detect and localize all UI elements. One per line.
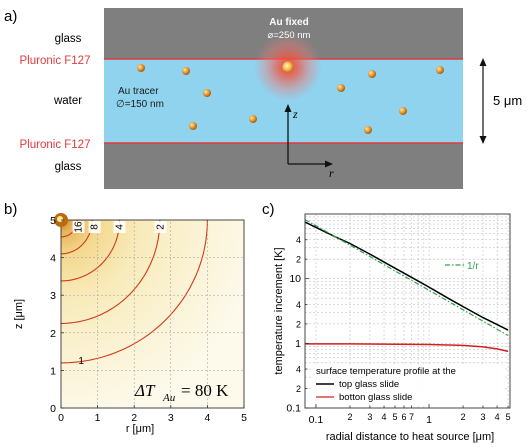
tracer-particle — [182, 67, 190, 75]
tracer-particle — [364, 126, 372, 134]
panel-c-xtick: 2 — [347, 412, 352, 422]
panel-c-xtick: 4 — [495, 412, 500, 422]
panel-c-xtick: 7 — [409, 412, 414, 422]
z-axis-label: z — [292, 107, 298, 121]
water-label: water — [53, 95, 82, 107]
panel-b-xtick: 0 — [58, 412, 64, 424]
panel-c-ytick: 2 — [296, 319, 301, 329]
contour-labels: 1 2 4 8 16 — [72, 221, 167, 367]
panel-c-xtick: 4 — [382, 412, 387, 422]
panel-b-xtick: 3 — [168, 412, 174, 424]
panel-b-ytick: 5 — [50, 215, 56, 227]
top-glass-label: glass — [55, 33, 82, 45]
panel-c-ytick: 4 — [296, 300, 301, 310]
panel-b-ytick: 0 — [50, 403, 56, 415]
tracer-label: Au tracer — [118, 86, 159, 97]
panel-b-ticks: 0 1 2 3 4 5 0 1 2 3 4 5 — [50, 215, 247, 424]
legend-box: surface temperature profile at the top g… — [312, 364, 504, 404]
panel-b-xtick: 4 — [204, 412, 210, 424]
bottom-pluronic-label: Pluronic F127 — [20, 139, 91, 151]
panel-c-xtick: 3 — [367, 412, 372, 422]
contour-level-1 — [61, 220, 208, 364]
panel-b-label: b) — [4, 201, 17, 218]
panel-b-ytick: 3 — [50, 290, 56, 302]
tracer-particle — [137, 64, 145, 72]
panel-c-ytick: 1 — [295, 338, 301, 350]
delta-t-value: = 80 K — [181, 381, 229, 400]
tracer-size-label: ∅=150 nm — [116, 99, 164, 110]
panel-c-xtick: 5 — [392, 412, 397, 422]
panel-b: b) 1 2 4 8 16 0 1 2 3 4 5 0 1 2 3 4 5 r [μm] z [μm] ΔT … — [4, 201, 247, 435]
legend-1-over-r: 1/r — [445, 261, 479, 272]
panel-b-xlabel: r [μm] — [126, 423, 154, 435]
panel-c-xtick: 6 — [401, 412, 406, 422]
panel-c-series — [305, 219, 509, 353]
bottom-glass-layer — [104, 143, 463, 189]
contour-label-8: 8 — [90, 224, 101, 230]
contour-label-16: 16 — [74, 221, 85, 233]
panel-b-frame — [60, 219, 245, 409]
panel-c-frame — [304, 213, 511, 409]
tracer-particle — [368, 70, 376, 78]
au-fixed-size-label: ⌀=250 nm — [268, 30, 311, 41]
au-fixed-particle — [282, 61, 294, 73]
panel-c-label: c) — [262, 201, 275, 218]
tracer-particle — [436, 66, 444, 74]
tracer-particle — [203, 89, 211, 97]
contour-label-1: 1 — [78, 356, 84, 367]
panel-b-ytick: 2 — [50, 328, 56, 340]
panel-b-grid — [61, 220, 244, 408]
au-fixed-label: Au fixed — [269, 17, 308, 28]
panel-c-xlabel: radial distance to heat source [μm] — [326, 431, 494, 443]
legend-top-label: top glass slide — [339, 379, 399, 390]
panel-c-xtick: 0.1 — [309, 414, 324, 426]
tracer-particle — [337, 84, 345, 92]
panel-c-ytick: 10 — [289, 273, 301, 285]
coordinate-axes: z r — [284, 104, 334, 180]
temperature-heatmap — [61, 220, 244, 408]
contour-label-2: 2 — [156, 224, 167, 230]
delta-t-symbol: ΔT — [134, 381, 156, 400]
panel-c-xtick: 5 — [506, 412, 511, 422]
panel-c-ytick: 2 — [296, 384, 301, 394]
legend-1-over-r-label: 1/r — [467, 261, 479, 272]
delta-t-annotation: ΔT Au = 80 K — [134, 381, 229, 404]
panel-b-ylabel: z [μm] — [13, 299, 25, 329]
panel-b-xtick: 5 — [241, 412, 247, 424]
panel-c-xtick: 3 — [480, 412, 485, 422]
thickness-label: 5 μm — [493, 93, 522, 108]
series-1-r — [305, 219, 509, 337]
thickness-arrow: 5 μm — [479, 58, 522, 144]
bottom-glass-label: glass — [55, 161, 82, 173]
panel-b-ytick: 1 — [50, 365, 56, 377]
contour-level-4 — [61, 220, 121, 282]
delta-t-subscript: Au — [162, 392, 176, 404]
panel-b-xtick: 1 — [95, 412, 101, 424]
contour-level-2 — [61, 220, 161, 324]
tracer-particle — [399, 107, 407, 115]
panel-b-ytick: 4 — [50, 253, 56, 265]
legend-title: surface temperature profile at the — [316, 366, 456, 377]
panel-a: a) Au fixed ⌀=250 nm Au tracer ∅=150 nm … — [4, 8, 522, 189]
tracer-particle — [189, 122, 197, 130]
panel-c-xtick: 1 — [426, 414, 432, 426]
panel-c-ytick: 0.1 — [286, 403, 301, 415]
legend-bottom-label: botton glass slide — [339, 392, 412, 403]
panel-c-ytick: 4 — [296, 235, 301, 245]
panel-c-xtick: 2 — [461, 412, 466, 422]
contour-label-4: 4 — [115, 224, 126, 230]
top-pluronic-label: Pluronic F127 — [20, 55, 91, 67]
panel-c-ylabel: temperature increment [K] — [273, 247, 285, 374]
panel-c-ytick: 4 — [296, 365, 301, 375]
panel-c-ytick: 2 — [296, 255, 301, 265]
r-axis-label: r — [329, 166, 334, 180]
series-botton-glass-slide — [305, 343, 509, 353]
tracer-particles — [137, 64, 444, 134]
panel-a-label: a) — [4, 8, 17, 25]
panel-b-xtick: 2 — [131, 412, 137, 424]
tracer-particle — [249, 115, 257, 123]
